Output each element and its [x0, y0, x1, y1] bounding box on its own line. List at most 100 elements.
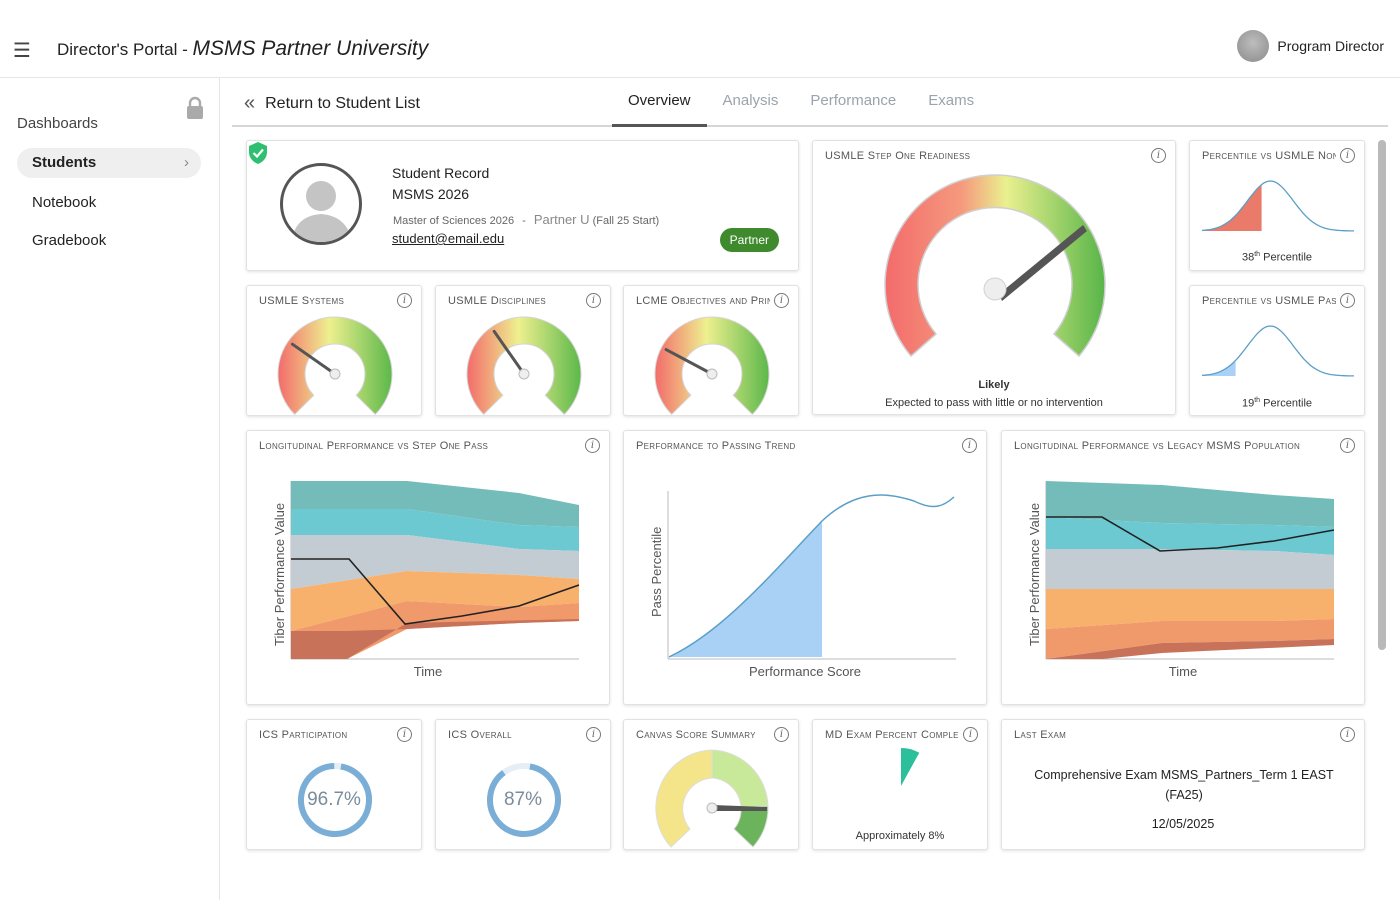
percentile-non-pass-card: Percentile vs USMLE Non-Pass i 38th Perc… — [1189, 140, 1365, 271]
longitudinal-legacy-card: Longitudinal Performance vs Legacy MSMS … — [1001, 430, 1365, 705]
percentile-value: 38 — [1241, 251, 1255, 264]
percentile-word: Percentile — [1263, 251, 1313, 264]
md-exam-percent-complete-card: MD Exam Percent Complete i Approximately… — [812, 719, 988, 850]
student-cohort: MSMS 2026 — [392, 186, 470, 202]
tab-bar: Overview Analysis Performance Exams — [612, 78, 990, 127]
student-email-link[interactable]: student@email.edu — [392, 231, 505, 246]
ics-overall-card: ICS Overall i 87% — [435, 719, 611, 850]
card-title: LCME Objectives and Principles — [636, 295, 770, 307]
card-title: USMLE Systems — [259, 295, 345, 307]
info-icon[interactable]: i — [1340, 727, 1355, 742]
x-axis-label: Performance Score — [749, 664, 861, 679]
card-title: USMLE Step One Readiness — [825, 150, 971, 162]
card-title: Performance to Passing Trend — [636, 440, 796, 452]
info-icon[interactable]: i — [774, 293, 789, 308]
distribution-area — [1202, 184, 1262, 231]
gauge-segment-light-green — [711, 749, 769, 809]
last-exam-card: Last Exam i Comprehensive Exam MSMS_Part… — [1001, 719, 1365, 850]
scrollbar-thumb[interactable] — [1378, 140, 1386, 650]
sidebar: Dashboards Students › Notebook Gradebook — [0, 78, 220, 900]
tab-exams[interactable]: Exams — [928, 92, 975, 109]
gauge-segment-green — [733, 805, 769, 848]
gauge-hub — [706, 802, 718, 814]
gauge-needle — [492, 329, 526, 376]
disciplines-gauge — [466, 316, 582, 415]
lcme-gauge — [654, 316, 770, 415]
info-icon[interactable]: i — [586, 727, 601, 742]
distribution-curve — [1201, 325, 1354, 377]
partner-name: Partner U — [533, 212, 590, 227]
tab-analysis[interactable]: Analysis — [722, 92, 779, 109]
y-axis-label: Tiber Performance Value — [272, 502, 287, 646]
band-top — [1046, 481, 1334, 527]
card-title: USMLE Disciplines — [448, 295, 547, 307]
distribution-curve — [1201, 180, 1354, 232]
band-middle — [1046, 549, 1334, 589]
hamburger-icon[interactable]: ☰ — [13, 40, 31, 62]
readiness-description: Expected to pass with little or no inter… — [885, 397, 1103, 409]
person-icon — [291, 181, 353, 242]
portal-title: Director's Portal - MSMS Partner Univers… — [57, 37, 428, 61]
band-upper — [291, 509, 579, 551]
sidebar-item-notebook[interactable]: Notebook — [17, 188, 201, 218]
lcme-objectives-card: LCME Objectives and Principles i — [623, 285, 799, 416]
return-to-student-list-link[interactable]: « Return to Student List — [244, 92, 420, 115]
x-axis-label: Time — [413, 664, 443, 679]
info-icon[interactable]: i — [397, 293, 412, 308]
longitudinal-legacy-chart — [1045, 481, 1335, 660]
info-icon[interactable]: i — [586, 293, 601, 308]
gauge-needle — [290, 342, 337, 376]
separator: - — [522, 215, 526, 227]
info-icon[interactable]: i — [774, 727, 789, 742]
portal-label: Director's Portal - — [57, 40, 193, 59]
md-exam-value: Approximately 8% — [855, 830, 945, 842]
readiness-gauge — [884, 174, 1106, 358]
info-icon[interactable]: i — [397, 727, 412, 742]
passing-curve — [668, 494, 955, 658]
avatar[interactable] — [1237, 30, 1270, 62]
sidebar-item-gradebook[interactable]: Gradebook — [17, 226, 201, 256]
program-name: Master of Sciences 2026 — [393, 215, 515, 227]
info-icon[interactable]: i — [962, 438, 977, 453]
band-bottom — [291, 619, 579, 659]
start-term: (Fall 25 Start) — [592, 215, 660, 227]
gauge-arc — [884, 174, 1106, 358]
university-name: MSMS Partner University — [192, 37, 429, 60]
participation-value: 96.7% — [307, 789, 361, 810]
gauge-needle — [712, 805, 767, 811]
user-name: Program Director — [1277, 38, 1384, 54]
gauge-hub — [706, 368, 718, 380]
info-icon[interactable]: i — [585, 438, 600, 453]
overall-ring — [487, 763, 561, 837]
gauge-needle — [999, 225, 1087, 301]
partner-badge: Partner — [719, 228, 779, 252]
student-avatar — [280, 163, 362, 245]
canvas-score-gauge — [655, 749, 769, 848]
info-icon[interactable]: i — [1340, 148, 1355, 163]
card-title: Last Exam — [1014, 729, 1067, 741]
usmle-systems-card: USMLE Systems i — [246, 285, 422, 416]
shield-check-icon — [249, 142, 267, 164]
tab-overview[interactable]: Overview — [612, 78, 707, 127]
participation-ring — [298, 763, 372, 837]
lock-icon[interactable] — [183, 96, 207, 120]
tab-performance[interactable]: Performance — [810, 92, 897, 109]
scrollbar[interactable] — [1378, 140, 1386, 650]
percentile-word: Percentile — [1263, 397, 1313, 410]
passing-trend-chart — [667, 491, 956, 660]
chevron-right-icon: › — [184, 154, 189, 171]
gauge-hub — [329, 368, 341, 380]
card-title: Longitudinal Performance vs Step One Pas… — [259, 440, 489, 452]
info-icon[interactable]: i — [1151, 148, 1166, 163]
band-bottom — [1046, 639, 1334, 659]
info-icon[interactable]: i — [1340, 293, 1355, 308]
md-exam-pie — [901, 748, 920, 786]
user-menu[interactable]: Program Director — [1237, 30, 1384, 62]
info-icon[interactable]: i — [1340, 438, 1355, 453]
sidebar-item-students[interactable]: Students › — [17, 148, 201, 178]
student-trend-line — [1046, 516, 1335, 552]
band-lower — [291, 571, 579, 631]
info-icon[interactable]: i — [963, 727, 978, 742]
pie-slice — [901, 748, 920, 786]
percentile-pass-card: Percentile vs USMLE Pass i 19th Percenti… — [1189, 285, 1365, 416]
